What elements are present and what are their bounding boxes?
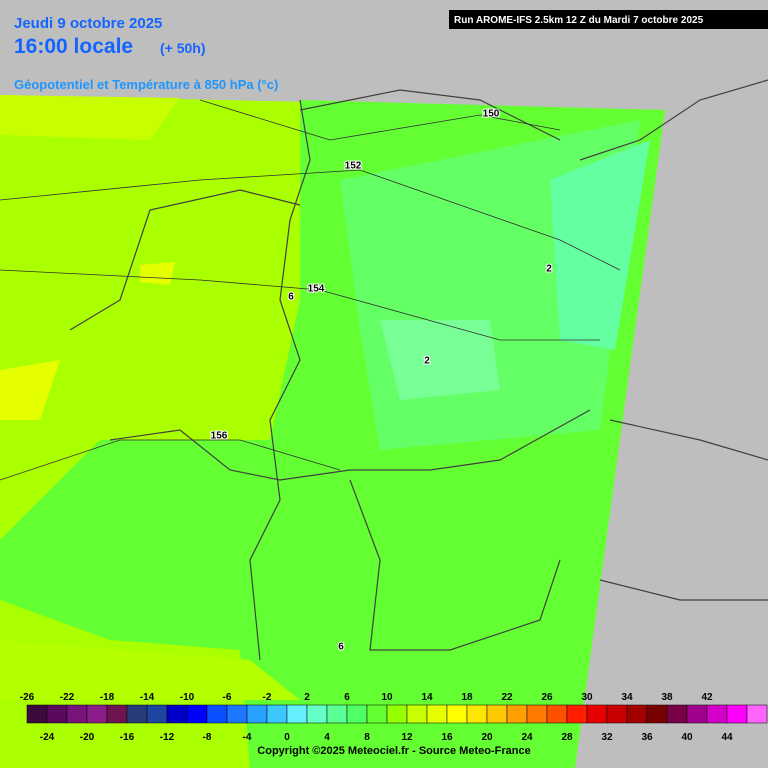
scale-swatch [106, 704, 128, 724]
scale-label: -26 [20, 692, 35, 703]
scale-label: -16 [120, 732, 135, 743]
scale-swatch [546, 704, 568, 724]
scale-swatch [406, 704, 428, 724]
scale-label: 44 [721, 732, 733, 743]
scale-label: -10 [180, 692, 195, 703]
warm-area [0, 95, 180, 140]
run-info: Run AROME-IFS 2.5km 12 Z du Mardi 7 octo… [454, 15, 704, 26]
scale-label: -22 [60, 692, 75, 703]
cool-area [380, 320, 500, 400]
warm-area [140, 262, 175, 285]
scale-swatch [746, 704, 768, 724]
scale-label: 10 [381, 692, 393, 703]
scale-label: -24 [40, 732, 55, 743]
scale-swatch [206, 704, 228, 724]
scale-swatch [186, 704, 208, 724]
scale-swatch [426, 704, 448, 724]
scale-swatch [386, 704, 408, 724]
field-title: Géopotentiel et Température à 850 hPa (°… [14, 77, 278, 92]
scale-swatch [166, 704, 188, 724]
contour-label: 6 [288, 292, 294, 303]
scale-label: 26 [541, 692, 553, 703]
scale-swatch [446, 704, 468, 724]
scale-swatch [626, 704, 648, 724]
contour-label: 150 [483, 109, 500, 120]
scale-swatch [526, 704, 548, 724]
time: 16:00 locale [14, 35, 133, 58]
scale-swatch [566, 704, 588, 724]
scale-label: 6 [344, 692, 350, 703]
scale-swatch [666, 704, 688, 724]
scale-swatch [66, 704, 88, 724]
contour-label: 156 [211, 431, 228, 442]
scale-swatch [646, 704, 668, 724]
scale-label: 2 [304, 692, 310, 703]
scale-label: 42 [701, 692, 713, 703]
scale-label: 30 [581, 692, 593, 703]
scale-label: 40 [681, 732, 693, 743]
scale-label: 28 [561, 732, 573, 743]
scale-swatch [246, 704, 268, 724]
scale-label: -20 [80, 732, 95, 743]
scale-swatch [366, 704, 388, 724]
contour-label: 2 [546, 264, 552, 275]
scale-label: 24 [521, 732, 533, 743]
scale-swatch [226, 704, 248, 724]
scale-label: 20 [481, 732, 493, 743]
scale-label: 18 [461, 692, 473, 703]
scale-label: 34 [621, 692, 633, 703]
scale-swatch [706, 704, 728, 724]
scale-label: 12 [401, 732, 413, 743]
scale-label: -2 [263, 692, 272, 703]
scale-swatch [266, 704, 288, 724]
scale-swatch [346, 704, 368, 724]
contour-label: 152 [345, 161, 362, 172]
color-scale: -26-24-22-20-18-16-14-12-10-8-6-4-202468… [20, 692, 768, 743]
run-banner [449, 10, 768, 29]
scale-swatch [466, 704, 488, 724]
scale-label: -6 [223, 692, 232, 703]
cool-area [550, 140, 650, 350]
scale-swatch [46, 704, 68, 724]
scale-label: -18 [100, 692, 115, 703]
scale-swatch [146, 704, 168, 724]
scale-label: -8 [203, 732, 212, 743]
copyright: Copyright ©2025 Meteociel.fr - Source Me… [257, 745, 530, 757]
date: Jeudi 9 octobre 2025 [14, 15, 162, 32]
scale-swatch [506, 704, 528, 724]
borders [69, 79, 768, 661]
isohypses [0, 99, 621, 481]
lead-time: (+ 50h) [160, 40, 206, 56]
scale-label: 16 [441, 732, 453, 743]
scale-label: 8 [364, 732, 370, 743]
scale-swatch [86, 704, 108, 724]
scale-swatch [686, 704, 708, 724]
contour-label: 154 [308, 284, 325, 295]
scale-label: -12 [160, 732, 175, 743]
scale-label: 14 [421, 692, 433, 703]
contour-label: 2 [424, 356, 430, 367]
scale-label: 38 [661, 692, 673, 703]
scale-swatch [586, 704, 608, 724]
scale-swatch [126, 704, 148, 724]
warm-area [0, 640, 300, 700]
contour-label: 6 [338, 642, 344, 653]
scale-label: 0 [284, 732, 290, 743]
scale-swatch [326, 704, 348, 724]
scale-label: 4 [324, 732, 330, 743]
scale-swatch [606, 704, 628, 724]
scale-swatch [726, 704, 748, 724]
scale-swatch [486, 704, 508, 724]
scale-label: -4 [243, 732, 252, 743]
scale-label: 32 [601, 732, 613, 743]
scale-swatch [26, 704, 48, 724]
scale-label: 36 [641, 732, 653, 743]
scale-swatch [306, 704, 328, 724]
warm-area [0, 360, 60, 420]
scale-label: 22 [501, 692, 513, 703]
scale-label: -14 [140, 692, 155, 703]
scale-swatch [286, 704, 308, 724]
